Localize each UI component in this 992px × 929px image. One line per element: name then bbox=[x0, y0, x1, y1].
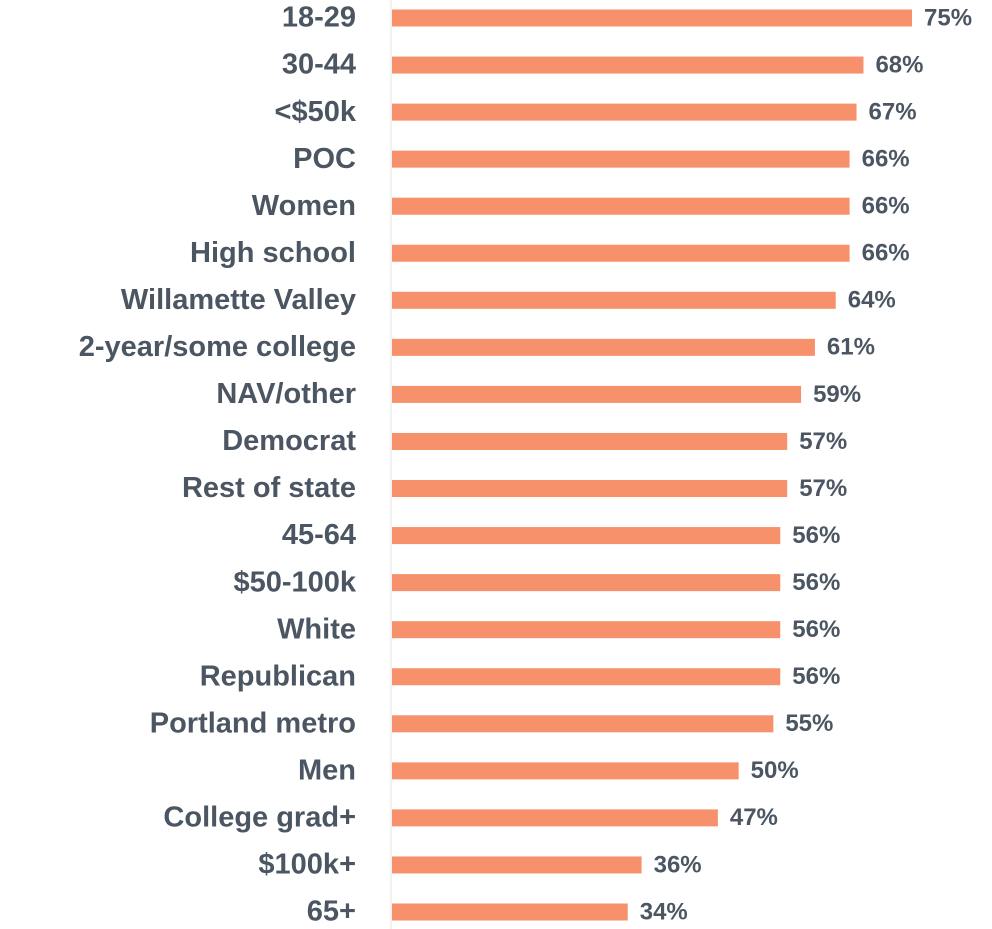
category-label: College grad+ bbox=[163, 802, 356, 834]
bar bbox=[392, 527, 781, 545]
bar bbox=[392, 621, 781, 639]
value-label: 66% bbox=[862, 146, 910, 173]
category-label: Women bbox=[252, 190, 356, 222]
value-label: 50% bbox=[751, 757, 799, 784]
category-label: Republican bbox=[200, 660, 356, 692]
bar bbox=[392, 291, 836, 309]
value-label: 66% bbox=[862, 193, 910, 220]
category-label: 2-year/some college bbox=[79, 331, 356, 363]
bar bbox=[392, 809, 718, 827]
category-label: High school bbox=[190, 237, 356, 269]
bar bbox=[392, 197, 850, 215]
value-label: 56% bbox=[792, 569, 840, 596]
category-label: 45-64 bbox=[282, 519, 356, 551]
category-label: Rest of state bbox=[182, 472, 356, 504]
category-label: Portland metro bbox=[150, 707, 356, 739]
bar bbox=[392, 9, 912, 27]
category-label: <$50k bbox=[275, 96, 357, 128]
value-label: 56% bbox=[792, 522, 840, 549]
bar bbox=[392, 103, 857, 121]
category-label: $100k+ bbox=[258, 849, 356, 881]
value-label: 64% bbox=[848, 287, 896, 314]
value-label: 57% bbox=[799, 428, 847, 455]
value-label: 34% bbox=[640, 898, 688, 925]
bar bbox=[392, 338, 815, 356]
bar bbox=[392, 432, 788, 450]
value-label: 47% bbox=[730, 804, 778, 831]
bar bbox=[392, 574, 781, 592]
category-label: NAV/other bbox=[216, 378, 356, 410]
bar bbox=[392, 715, 774, 733]
bar bbox=[392, 150, 850, 168]
category-label: 30-44 bbox=[282, 49, 356, 81]
value-label: 61% bbox=[827, 334, 875, 361]
bar bbox=[392, 56, 864, 74]
bar bbox=[392, 480, 788, 498]
bar bbox=[392, 668, 781, 686]
bar bbox=[392, 385, 802, 403]
category-label: Democrat bbox=[222, 425, 356, 457]
value-label: 57% bbox=[799, 475, 847, 502]
value-label: 66% bbox=[862, 240, 910, 267]
category-label: 18-29 bbox=[282, 2, 356, 34]
category-label: White bbox=[277, 613, 356, 645]
category-label: Men bbox=[298, 754, 356, 786]
value-label: 67% bbox=[869, 98, 917, 125]
bar bbox=[392, 903, 628, 921]
value-label: 36% bbox=[654, 851, 702, 878]
bar bbox=[392, 762, 739, 780]
category-label: POC bbox=[293, 143, 356, 175]
value-label: 55% bbox=[785, 710, 833, 737]
category-label: $50-100k bbox=[233, 566, 356, 598]
value-label: 75% bbox=[924, 4, 972, 31]
value-label: 59% bbox=[813, 381, 861, 408]
bar bbox=[392, 244, 850, 262]
category-label: 65+ bbox=[307, 896, 356, 928]
category-label: Willamette Valley bbox=[121, 284, 356, 316]
value-label: 56% bbox=[792, 663, 840, 690]
value-label: 68% bbox=[875, 51, 923, 78]
value-label: 56% bbox=[792, 616, 840, 643]
bar bbox=[392, 856, 642, 874]
